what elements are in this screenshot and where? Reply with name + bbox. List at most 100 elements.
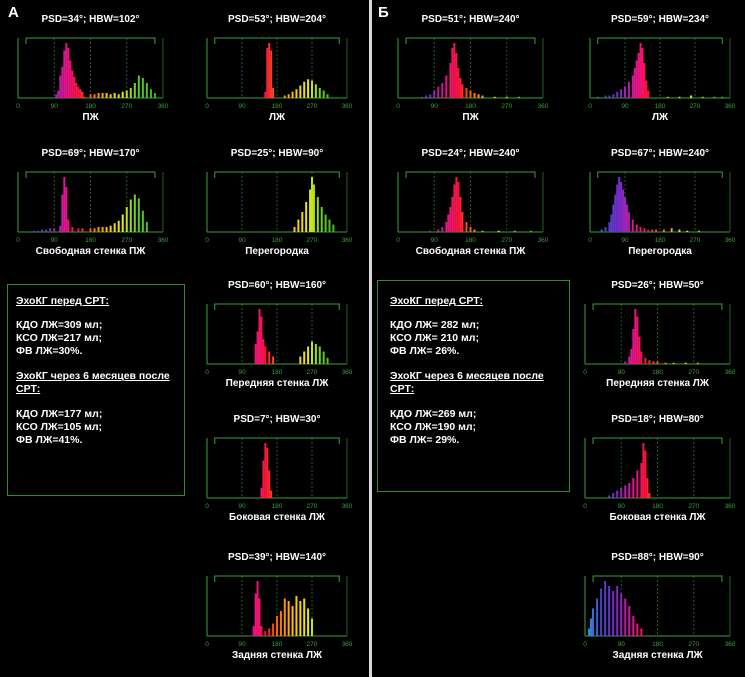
tick-label: 360 xyxy=(725,237,736,244)
histogram-bar xyxy=(429,230,432,232)
histogram-svg: 0 90 180 270 360 xyxy=(205,575,353,648)
histogram-bar xyxy=(41,229,44,232)
histogram-bar xyxy=(258,598,261,636)
histogram-bar xyxy=(318,346,321,364)
histogram-bar xyxy=(260,488,263,498)
histogram-bar xyxy=(441,227,444,232)
tick-label: 90 xyxy=(51,103,59,110)
hbw-bracket xyxy=(25,37,156,44)
histogram-bar xyxy=(635,60,638,98)
histogram-bar xyxy=(643,228,646,232)
histogram-svg: 0 90 180 270 360 xyxy=(205,171,353,244)
histogram-bar xyxy=(481,95,484,98)
histogram-bar xyxy=(77,86,80,98)
histogram-bar xyxy=(113,93,116,98)
echo-info-box-a: ЭхоКГ перед СРТ: КДО ЛЖ=309 мл; КСО ЛЖ=2… xyxy=(7,284,185,496)
histogram-bar xyxy=(332,224,335,232)
histogram-bar xyxy=(437,86,440,98)
chart-title: PSD=60°; HBW=160° xyxy=(227,280,327,291)
tick-label: 90 xyxy=(238,237,246,244)
histogram-bar xyxy=(83,96,86,98)
histogram-bar xyxy=(258,309,261,364)
chart-xlabel: Свободная стенка ПЖ xyxy=(415,246,526,257)
histogram-bar xyxy=(465,88,468,98)
tick-label: 0 xyxy=(205,103,209,110)
histogram-bar xyxy=(529,230,532,232)
histogram-bar xyxy=(295,89,298,98)
histogram-bar xyxy=(268,470,271,498)
histogram-bar xyxy=(49,228,52,232)
before-line-esv: КСО ЛЖ=217 мл; xyxy=(16,332,103,344)
tick-label: 360 xyxy=(538,103,549,110)
tick-label: 360 xyxy=(158,237,169,244)
before-line-ef: ФВ ЛЖ= 26%. xyxy=(390,345,460,357)
histogram-bar xyxy=(620,89,623,98)
histogram-bar xyxy=(713,96,716,98)
histogram-bar xyxy=(299,85,302,98)
histogram-bar xyxy=(117,220,120,232)
histogram-bar xyxy=(279,611,282,636)
histogram-bar xyxy=(318,88,321,98)
tick-label: 270 xyxy=(307,641,318,648)
histogram-bar xyxy=(469,227,472,232)
histogram-bar xyxy=(644,357,647,364)
histogram-bar xyxy=(320,207,323,232)
histogram-bar xyxy=(69,60,72,98)
histogram-bar xyxy=(433,90,436,98)
hbw-bracket xyxy=(405,37,536,44)
after-line-ef: ФВ ЛЖ=41%. xyxy=(16,434,83,446)
histogram-bar xyxy=(662,229,665,232)
histogram-bar xyxy=(477,94,480,98)
histogram-bar xyxy=(264,443,267,498)
tick-label: 90 xyxy=(238,103,246,110)
histogram-bar xyxy=(459,197,462,232)
histogram-bar xyxy=(77,228,80,232)
histogram-bar xyxy=(133,194,136,232)
histogram-bar xyxy=(616,184,619,232)
tick-label: 360 xyxy=(538,237,549,244)
histogram-bar xyxy=(129,88,132,98)
histogram-bar xyxy=(137,75,140,98)
chart-xlabel: Передняя стенка ЛЖ xyxy=(225,378,329,389)
after-line-esv: КСО ЛЖ=190 мл; xyxy=(390,421,477,433)
histogram-bar xyxy=(647,90,650,98)
histogram-bar xyxy=(89,228,92,232)
tick-label: 360 xyxy=(725,503,736,510)
histogram-bar xyxy=(634,309,637,364)
chart-a-lateral-wall: 0 90 180 270 360 PSD=7°; HBW=30° Боковая стенк… xyxy=(205,414,353,523)
tick-label: 180 xyxy=(655,237,666,244)
histogram-bar xyxy=(254,593,257,636)
histogram-bar xyxy=(628,356,631,364)
tick-label: 90 xyxy=(618,369,626,376)
histogram-bar xyxy=(63,177,66,232)
histogram-bar xyxy=(453,184,456,232)
histogram-bar xyxy=(672,362,675,364)
chart-title: PSD=39°; HBW=140° xyxy=(227,552,327,563)
histogram-bar xyxy=(307,346,310,364)
histogram-bar xyxy=(93,94,96,98)
chart-a-lv: 0 90 180 270 360 PSD=53°; HBW=204° ЛЖ xyxy=(205,14,353,123)
chart-title: PSD=67°; HBW=240° xyxy=(610,148,710,159)
histogram-bar xyxy=(635,224,638,232)
histogram-svg: 0 90 180 270 360 xyxy=(396,37,549,110)
tick-label: 270 xyxy=(688,503,699,510)
histogram-bar xyxy=(622,189,625,232)
tick-label: 180 xyxy=(465,103,476,110)
histogram-bar xyxy=(604,581,607,636)
histogram-bar xyxy=(614,194,617,232)
tick-label: 270 xyxy=(307,237,318,244)
tick-label: 360 xyxy=(725,369,736,376)
histogram-bar xyxy=(81,91,84,98)
histogram-bar xyxy=(65,43,68,98)
histogram-bar xyxy=(312,184,315,232)
histogram-bar xyxy=(425,95,428,98)
histogram-bar xyxy=(301,212,304,232)
histogram-bar xyxy=(643,63,646,98)
histogram-bar xyxy=(493,96,496,98)
histogram-bar xyxy=(97,227,100,232)
histogram-bar xyxy=(145,222,148,232)
histogram-bar xyxy=(45,229,48,232)
histogram-bar xyxy=(481,230,484,232)
histogram-bar xyxy=(264,91,267,98)
tick-label: 270 xyxy=(688,369,699,376)
